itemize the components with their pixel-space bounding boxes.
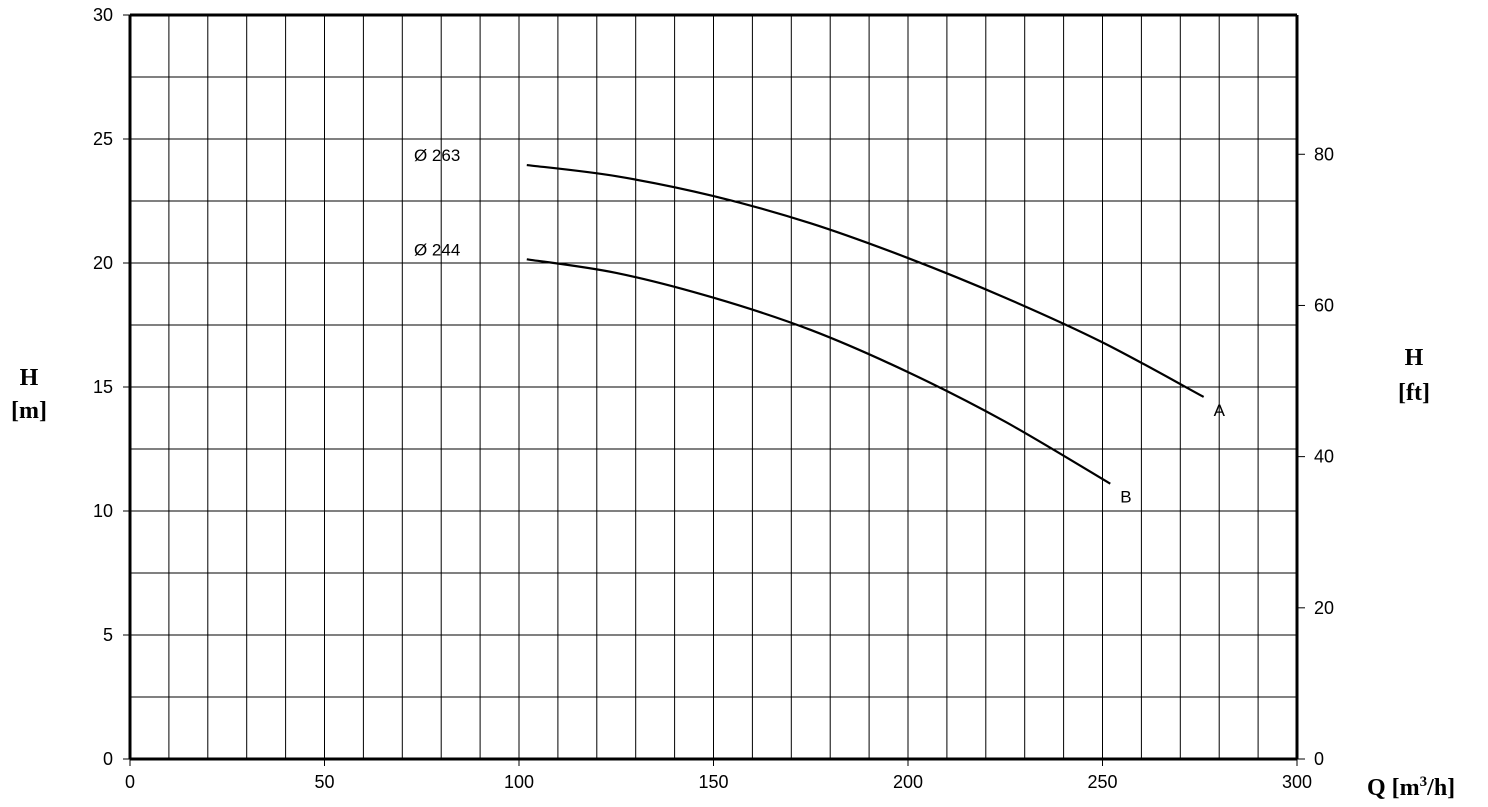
y-axis-ticks: 0 5 10 15 20 25 30 bbox=[93, 5, 130, 769]
y-tick-label: 25 bbox=[93, 129, 113, 149]
y-axis-label-h: H bbox=[20, 365, 39, 391]
y2-tick-label: 20 bbox=[1314, 598, 1334, 618]
y2-axis-label-unit: [ft] bbox=[1398, 380, 1430, 406]
diameter-label-B: Ø 244 bbox=[414, 240, 460, 259]
x-tick-label: 50 bbox=[314, 772, 334, 792]
x-tick-label: 100 bbox=[504, 772, 534, 792]
x-axis-label: Q [m3/h] bbox=[1367, 774, 1455, 801]
y2-axis-ticks: 0 20 40 60 80 bbox=[1297, 144, 1334, 769]
x-tick-label: 250 bbox=[1087, 772, 1117, 792]
x-axis-label-main: Q [m bbox=[1367, 775, 1420, 801]
y2-axis-label-h: H bbox=[1405, 345, 1424, 371]
y-tick-label: 20 bbox=[93, 253, 113, 273]
curve-label-A: A bbox=[1214, 401, 1226, 420]
y-tick-label: 10 bbox=[93, 501, 113, 521]
y2-tick-label: 0 bbox=[1314, 749, 1324, 769]
curve-label-B: B bbox=[1120, 488, 1131, 507]
y-tick-label: 15 bbox=[93, 377, 113, 397]
x-tick-label: 0 bbox=[125, 772, 135, 792]
curves: A Ø 263 B Ø 244 bbox=[414, 146, 1226, 507]
y-axis-label-unit: [m] bbox=[11, 398, 47, 424]
x-axis-ticks: 0 50 100 150 200 250 300 bbox=[125, 759, 1312, 792]
y-tick-label: 30 bbox=[93, 5, 113, 25]
curve-A bbox=[526, 163, 1205, 398]
curve-B bbox=[526, 258, 1111, 485]
grid bbox=[128, 13, 1299, 761]
y2-tick-label: 40 bbox=[1314, 447, 1334, 467]
x-tick-label: 200 bbox=[893, 772, 923, 792]
x-axis-label-tail: /h] bbox=[1426, 775, 1455, 801]
x-tick-label: 150 bbox=[698, 772, 728, 792]
diameter-label-A: Ø 263 bbox=[414, 146, 460, 165]
x-axis-label-sup: 3 bbox=[1420, 774, 1428, 790]
y-tick-label: 0 bbox=[103, 749, 113, 769]
y2-tick-label: 60 bbox=[1314, 295, 1334, 315]
y-tick-label: 5 bbox=[103, 625, 113, 645]
y2-tick-label: 80 bbox=[1314, 144, 1334, 164]
x-tick-label: 300 bbox=[1282, 772, 1312, 792]
